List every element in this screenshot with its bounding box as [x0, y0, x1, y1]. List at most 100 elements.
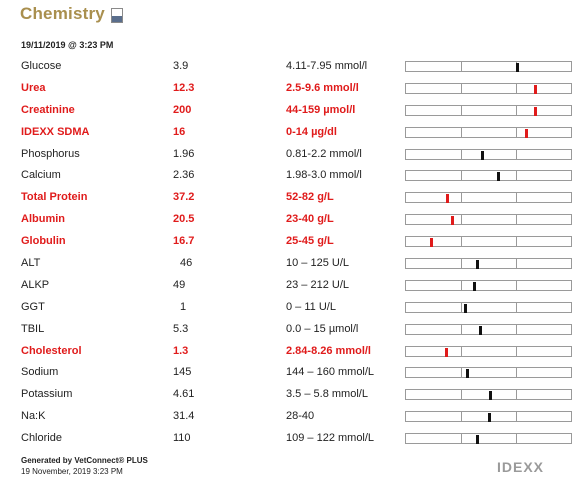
analyte-value: 1.3 — [173, 344, 189, 357]
gauge-divider — [461, 280, 462, 290]
result-row: Chloride 110 109 – 122 mmol/L — [0, 428, 585, 450]
gauge-marker — [480, 150, 484, 160]
analyte-value: 46 — [180, 257, 193, 270]
document-icon[interactable] — [110, 7, 123, 23]
analyte-value: 5.3 — [173, 322, 189, 335]
gauge-divider — [461, 215, 462, 225]
gauge-divider — [461, 259, 462, 269]
gauge-marker — [429, 238, 433, 248]
gauge-divider — [516, 127, 517, 137]
range-gauge — [405, 279, 572, 291]
report-timestamp: 19/11/2019 @ 3:23 PM — [21, 40, 114, 50]
analyte-value: 145 — [173, 366, 192, 379]
generated-date: 19 November, 2019 3:23 PM — [21, 467, 123, 476]
gauge-divider — [516, 390, 517, 400]
analyte-value: 12.3 — [173, 81, 195, 94]
analyte-value: 16 — [173, 125, 186, 138]
analyte-name: ALKP — [21, 278, 50, 291]
range-gauge — [405, 236, 572, 248]
range-gauge — [405, 126, 572, 138]
analyte-value: 3.9 — [173, 60, 189, 72]
gauge-divider — [461, 324, 462, 334]
reference-range: 23 – 212 U/L — [286, 278, 349, 291]
reference-range: 52-82 g/L — [286, 191, 334, 204]
gauge-marker — [489, 391, 493, 401]
analyte-name: ALT — [21, 257, 41, 270]
gauge-divider — [461, 434, 462, 444]
gauge-marker — [475, 435, 479, 445]
gauge-divider — [461, 171, 462, 181]
page-title: Chemistry — [20, 4, 105, 23]
analyte-value: 16.7 — [173, 235, 195, 248]
header: Chemistry — [20, 4, 123, 24]
gauge-divider — [461, 83, 462, 93]
reference-range: 0 – 11 U/L — [286, 300, 336, 313]
gauge-divider — [516, 215, 517, 225]
analyte-name: Potassium — [21, 388, 73, 401]
range-gauge — [405, 345, 572, 357]
analyte-value: 1.96 — [173, 147, 195, 160]
range-gauge — [405, 389, 572, 401]
gauge-divider — [516, 83, 517, 93]
gauge-divider — [461, 346, 462, 356]
result-row: IDEXX SDMA 16 0-14 µg/dl — [0, 122, 585, 144]
result-row: Potassium 4.61 3.5 – 5.8 mmol/L — [0, 384, 585, 406]
gauge-marker — [451, 216, 455, 226]
result-row: Calcium 2.36 1.98-3.0 mmol/l — [0, 165, 585, 187]
analyte-name: Calcium — [21, 169, 61, 182]
range-gauge — [405, 192, 572, 204]
results-table: Glucose 3.9 4.11-7.95 mmol/l Urea 12.3 2.5-9.… — [0, 56, 585, 450]
analyte-value: 31.4 — [173, 410, 195, 423]
result-row: Creatinine 200 44-159 µmol/l — [0, 100, 585, 122]
range-gauge — [405, 82, 572, 94]
gauge-divider — [461, 105, 462, 115]
range-gauge — [405, 433, 572, 445]
range-gauge — [405, 258, 572, 270]
analyte-value: 110 — [173, 432, 191, 445]
reference-range: 0.0 – 15 µmol/l — [286, 322, 359, 335]
analyte-name: Phosphorus — [21, 147, 80, 160]
analyte-name: Globulin — [21, 235, 66, 248]
reference-range: 0-14 µg/dl — [286, 125, 337, 138]
gauge-divider — [516, 434, 517, 444]
range-gauge — [405, 367, 572, 379]
range-gauge — [405, 61, 572, 72]
analyte-value: 2.36 — [173, 169, 195, 182]
range-gauge — [405, 301, 572, 313]
result-row: Phosphorus 1.96 0.81-2.2 mmol/l — [0, 144, 585, 166]
gauge-marker — [533, 84, 537, 94]
gauge-divider — [516, 105, 517, 115]
reference-range: 4.11-7.95 mmol/l — [286, 60, 368, 72]
result-row: Cholesterol 1.3 2.84-8.26 mmol/l — [0, 341, 585, 363]
analyte-name: Albumin — [21, 213, 65, 226]
gauge-marker — [515, 63, 519, 72]
analyte-name: IDEXX SDMA — [21, 125, 90, 138]
result-row: TBIL 5.3 0.0 – 15 µmol/l — [0, 319, 585, 341]
analyte-name: Chloride — [21, 432, 62, 445]
gauge-marker — [533, 106, 537, 116]
range-gauge — [405, 214, 572, 226]
gauge-marker — [479, 325, 483, 335]
analyte-name: Sodium — [21, 366, 59, 379]
gauge-divider — [516, 193, 517, 203]
gauge-divider — [461, 302, 462, 312]
footer: Generated by VetConnect® PLUS 19 Novembe… — [21, 455, 148, 477]
gauge-divider — [516, 259, 517, 269]
analyte-value: 1 — [180, 300, 187, 313]
reference-range: 28-40 — [286, 410, 315, 423]
analyte-name: GGT — [21, 300, 45, 313]
range-gauge — [405, 323, 572, 335]
result-row: Total Protein 37.2 52-82 g/L — [0, 187, 585, 209]
gauge-divider — [461, 62, 462, 71]
result-row: GGT 1 0 – 11 U/L — [0, 297, 585, 319]
reference-range: 1.98-3.0 mmol/l — [286, 169, 362, 182]
analyte-name: Cholesterol — [21, 344, 82, 357]
reference-range: 2.5-9.6 mmol/l — [286, 81, 359, 94]
gauge-marker — [464, 303, 468, 313]
analyte-name: Urea — [21, 81, 46, 94]
analyte-value: 4.61 — [173, 388, 195, 401]
analyte-name: Glucose — [21, 60, 62, 72]
generated-by-text: Generated by VetConnect® PLUS — [21, 456, 148, 465]
reference-range: 44-159 µmol/l — [286, 103, 356, 116]
reference-range: 3.5 – 5.8 mmol/L — [286, 388, 368, 401]
